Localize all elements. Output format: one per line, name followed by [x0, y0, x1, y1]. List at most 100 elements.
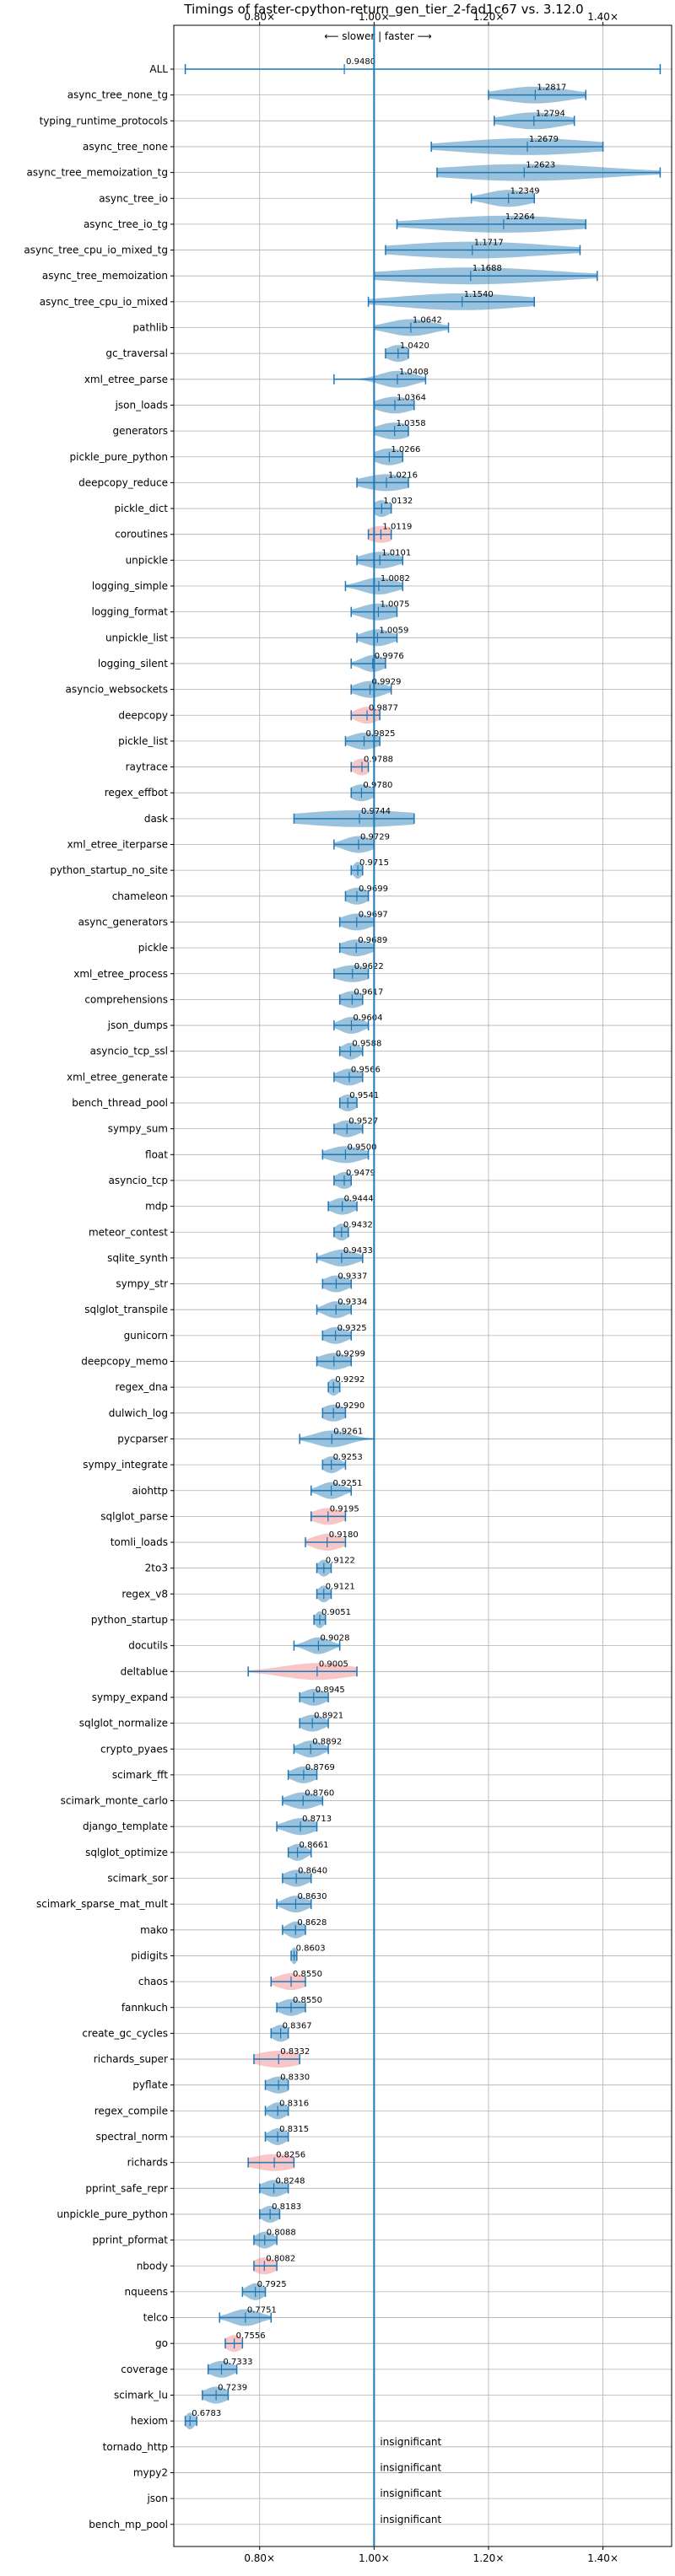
- benchmark-label: fannkuch: [122, 2002, 168, 2014]
- value-label: 0.9780: [363, 781, 392, 790]
- benchmark-label: scimark_monte_carlo: [61, 1795, 168, 1807]
- value-label: 0.9290: [335, 1401, 364, 1411]
- value-label: 0.9788: [364, 756, 393, 765]
- value-label: 0.8082: [266, 2254, 295, 2263]
- value-label: 0.9588: [352, 1040, 381, 1049]
- benchmark-label: mypy2: [133, 2466, 168, 2478]
- value-label: 1.0358: [397, 419, 426, 428]
- value-label: 0.9479: [346, 1169, 375, 1178]
- benchmark-label: sympy_sum: [108, 1123, 168, 1135]
- benchmark-label: sympy_str: [116, 1278, 168, 1290]
- benchmark-label: hexiom: [131, 2415, 168, 2427]
- benchmark-label: sqlglot_transpile: [84, 1304, 168, 1315]
- benchmark-label: create_gc_cycles: [82, 2027, 168, 2039]
- value-label: 0.8921: [314, 1712, 343, 1721]
- value-label: 0.8316: [279, 2099, 309, 2108]
- benchmark-label: richards_super: [94, 2053, 168, 2065]
- benchmark-label: scimark_sor: [107, 1873, 168, 1885]
- value-label: 0.9121: [326, 1582, 355, 1591]
- x-tick-label-bottom: 1.20×: [473, 2552, 505, 2564]
- value-label: 0.9444: [344, 1195, 374, 1204]
- benchmark-label: django_template: [83, 1820, 168, 1832]
- value-label: 0.9325: [338, 1324, 367, 1333]
- benchmark-label: json_loads: [115, 399, 168, 411]
- plot-frame: [173, 24, 672, 2547]
- benchmark-label: pprint_safe_repr: [85, 2182, 168, 2194]
- x-tick-label-top: 1.40×: [587, 11, 618, 23]
- benchmark-label: asyncio_tcp: [108, 1175, 168, 1186]
- value-label: 0.9433: [343, 1246, 373, 1256]
- value-label: 0.9292: [335, 1375, 364, 1385]
- insignificant-label: insignificant: [380, 2514, 441, 2525]
- benchmark-label: richards: [127, 2157, 168, 2169]
- value-label: 0.9261: [333, 1427, 363, 1436]
- value-label: 0.8603: [296, 1944, 326, 1953]
- value-label: 0.9051: [321, 1608, 351, 1617]
- value-label: 1.0420: [400, 341, 429, 351]
- value-label: 0.9541: [349, 1091, 379, 1100]
- value-label: 0.9929: [372, 678, 402, 687]
- value-label: 1.2349: [510, 186, 540, 196]
- value-label: 0.9566: [351, 1065, 381, 1074]
- benchmark-label: chameleon: [112, 890, 168, 902]
- insignificant-label: insignificant: [380, 2436, 441, 2448]
- value-label: 1.1688: [472, 264, 502, 273]
- value-label: 1.0101: [381, 548, 411, 557]
- value-label: 1.2623: [526, 161, 555, 170]
- benchmark-label: 2to3: [145, 1562, 168, 1574]
- benchmark-label: async_tree_memoization: [42, 270, 168, 282]
- value-label: 0.9251: [333, 1479, 363, 1488]
- value-label: 0.9697: [359, 910, 388, 919]
- value-label: 0.7751: [247, 2306, 277, 2315]
- value-label: 0.9005: [319, 1659, 348, 1669]
- benchmark-label: async_tree_none: [83, 141, 168, 153]
- benchmark-label: pickle_dict: [115, 503, 169, 514]
- benchmark-label: sympy_integrate: [83, 1459, 168, 1471]
- benchmark-label: async_tree_io_tg: [84, 218, 168, 230]
- x-tick-label-bottom: 1.00×: [359, 2552, 390, 2564]
- benchmark-label: xml_etree_iterparse: [67, 839, 168, 851]
- benchmark-label: asyncio_websockets: [66, 684, 168, 696]
- value-label: 0.8628: [297, 1918, 327, 1928]
- benchmark-label: typing_runtime_protocols: [40, 115, 168, 126]
- benchmark-label: scimark_sparse_mat_mult: [36, 1898, 168, 1910]
- benchmark-label: pprint_pformat: [93, 2235, 169, 2246]
- chart-title: Timings of faster-cpython-return_gen_tie…: [183, 2, 583, 18]
- value-label: 1.0642: [413, 316, 442, 325]
- value-label: 1.0132: [383, 497, 413, 506]
- plot-layer: 0.80× 0.80× 1.00× 1.00× 1.20× 1.20× 1.40× 1.40×…: [24, 11, 672, 2564]
- value-label: 0.9122: [326, 1557, 355, 1566]
- benchmark-label: generators: [112, 425, 168, 437]
- benchmark-label: sqlite_synth: [107, 1252, 168, 1264]
- benchmark-label: deepcopy_reduce: [78, 476, 168, 488]
- value-label: 0.7925: [257, 2280, 287, 2289]
- benchmark-label: raytrace: [126, 761, 168, 773]
- value-label: 1.0059: [379, 626, 408, 635]
- value-label: 0.7239: [218, 2384, 247, 2393]
- benchmark-label: nbody: [137, 2260, 168, 2272]
- value-label: 0.8248: [276, 2176, 305, 2186]
- x-tick-label-top: 1.20×: [473, 11, 505, 23]
- benchmark-label: crypto_pyaes: [100, 1743, 168, 1755]
- benchmark-label: json: [146, 2493, 168, 2504]
- benchmark-label: scimark_lu: [114, 2390, 168, 2401]
- value-label: 1.1540: [464, 290, 494, 299]
- benchmark-label: pathlib: [132, 322, 168, 334]
- value-label: 0.9622: [354, 962, 384, 971]
- value-label: 0.9195: [330, 1504, 359, 1514]
- benchmark-label: pickle_pure_python: [70, 451, 168, 463]
- value-label: 0.8315: [279, 2125, 309, 2134]
- benchmark-label: gunicorn: [124, 1330, 168, 1342]
- benchmark-label: bench_thread_pool: [72, 1097, 168, 1109]
- benchmark-label: logging_format: [91, 606, 168, 618]
- value-label: 0.9180: [329, 1530, 359, 1540]
- benchmark-label: deepcopy: [118, 709, 168, 721]
- value-label: 0.8183: [272, 2202, 301, 2212]
- value-label: 0.9028: [320, 1634, 349, 1643]
- value-label: 0.9337: [338, 1272, 367, 1282]
- value-label: 0.9527: [348, 1117, 378, 1127]
- value-label: 1.0075: [380, 600, 409, 610]
- benchmark-label: async_tree_io: [99, 192, 168, 204]
- benchmark-label: async_tree_memoization_tg: [27, 167, 168, 179]
